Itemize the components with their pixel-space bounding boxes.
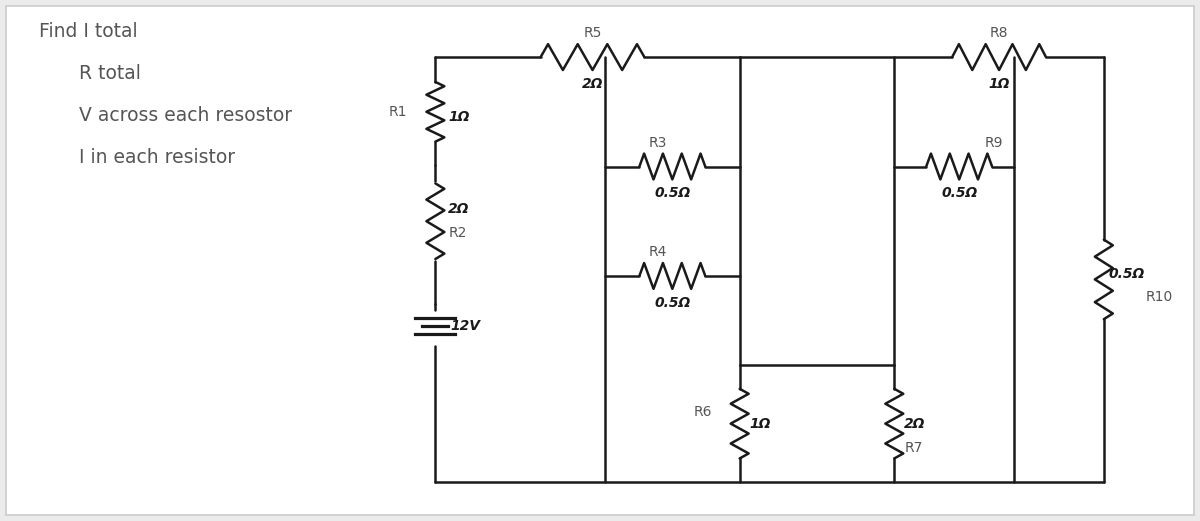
Text: R6: R6 (694, 405, 712, 419)
Text: 1Ω: 1Ω (449, 110, 469, 124)
Text: I in each resistor: I in each resistor (79, 147, 235, 167)
Text: R10: R10 (1146, 290, 1172, 304)
Text: R1: R1 (389, 105, 408, 119)
Text: 0.5Ω: 0.5Ω (654, 187, 690, 201)
Text: R3: R3 (648, 135, 666, 150)
Text: 2Ω: 2Ω (905, 417, 925, 431)
Text: 2Ω: 2Ω (582, 77, 604, 91)
Text: V across each resostor: V across each resostor (79, 106, 293, 125)
Text: 2Ω: 2Ω (449, 202, 469, 216)
Text: 0.5Ω: 0.5Ω (1109, 267, 1145, 281)
Text: Find I total: Find I total (40, 22, 138, 41)
Text: R4: R4 (648, 245, 666, 259)
Text: 0.5Ω: 0.5Ω (941, 187, 977, 201)
Text: R total: R total (79, 64, 142, 83)
Text: R8: R8 (990, 26, 1008, 40)
Text: R5: R5 (583, 26, 601, 40)
Text: R9: R9 (985, 135, 1003, 150)
Text: 1Ω: 1Ω (750, 417, 772, 431)
Text: R2: R2 (449, 226, 467, 240)
Text: 1Ω: 1Ω (989, 77, 1009, 91)
Text: 0.5Ω: 0.5Ω (654, 296, 690, 310)
Text: R7: R7 (905, 441, 923, 455)
Text: 12V: 12V (450, 319, 480, 332)
FancyBboxPatch shape (6, 6, 1194, 515)
